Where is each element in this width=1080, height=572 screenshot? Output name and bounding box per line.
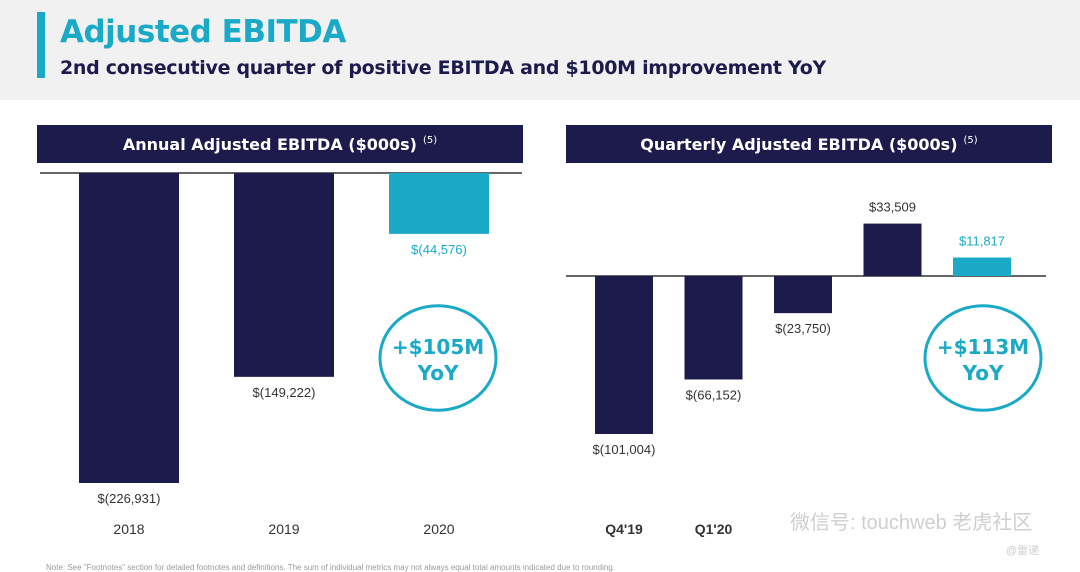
page-title: Adjusted EBITDA [60, 14, 346, 50]
annual-chart-title: Annual Adjusted EBITDA ($000s) (5) [37, 125, 523, 163]
annual-value-label: $(44,576) [411, 242, 467, 257]
quarterly-callout-amount: +$113M [937, 335, 1029, 359]
quarterly-category-label: Q4'19 [605, 521, 643, 537]
annual-chart-title-text: Annual Adjusted EBITDA ($000s) [122, 134, 417, 154]
watermark-text: 微信号: touchweb 老虎社区 [790, 512, 1033, 534]
quarterly-chart-title-text: Quarterly Adjusted EBITDA ($000s) [640, 134, 958, 154]
quarterly-callout-yoy: YoY [962, 361, 1004, 385]
quarterly-bar [595, 276, 653, 434]
annual-bar [79, 173, 179, 483]
annual-category-label: 2020 [423, 521, 454, 537]
page-subtitle: 2nd consecutive quarter of positive EBIT… [60, 57, 826, 79]
quarterly-value-label: $(23,750) [775, 321, 831, 336]
quarterly-bar [684, 276, 743, 380]
annual-value-label: $(149,222) [253, 385, 316, 400]
quarterly-chart-title: Quarterly Adjusted EBITDA ($000s) (5) [566, 125, 1052, 163]
title-accent-bar [37, 12, 45, 78]
quarterly-footnote-ref: (5) [963, 134, 978, 146]
annual-bar [389, 173, 489, 234]
quarterly-value-label: $(101,004) [593, 442, 656, 457]
quarterly-value-label: $(66,152) [686, 387, 742, 402]
annual-category-label: 2018 [113, 521, 144, 537]
annual-callout-circle [378, 304, 498, 412]
annual-callout-yoy: YoY [417, 361, 459, 385]
quarterly-value-label: $11,817 [959, 234, 1005, 249]
quarterly-value-label: $33,509 [869, 200, 916, 215]
annual-value-label: $(226,931) [98, 491, 161, 506]
annual-bar [234, 173, 334, 377]
header-band [0, 0, 1080, 100]
quarterly-callout-circle [923, 304, 1043, 412]
quarterly-bar [774, 276, 832, 314]
quarterly-category-label: Q1'20 [695, 521, 733, 537]
annual-category-label: 2019 [268, 521, 299, 537]
footnote-text: Note: See "Footnotes" section for detail… [46, 563, 615, 572]
quarterly-bar [953, 257, 1011, 276]
annual-callout-amount: +$105M [392, 335, 484, 359]
watermark-sub-text: @雷递 [1006, 545, 1040, 557]
quarterly-bar [863, 223, 922, 276]
annual-footnote-ref: (5) [422, 134, 438, 146]
